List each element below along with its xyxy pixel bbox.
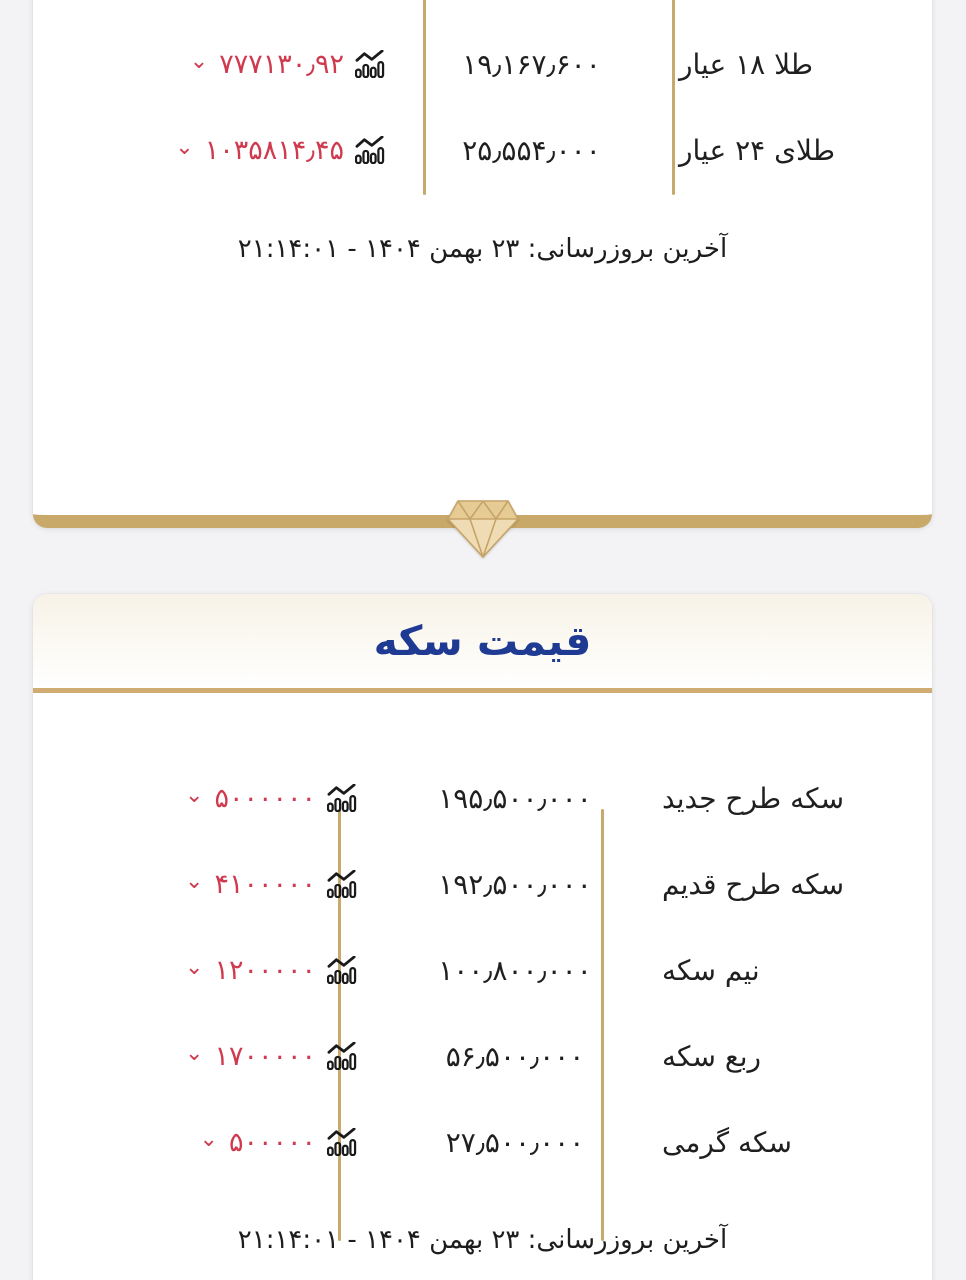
row-change[interactable]: ۱۲۰۰۰۰۰ ⌄ — [33, 955, 391, 986]
table-row[interactable]: مظنه تهران ۸۳٫۰۳۰٫۰۰۰ ۳۳۶۶۲۴۷٫۳۹ ⌄ — [33, 0, 932, 21]
coin-card-title: قیمت سکه — [373, 616, 592, 665]
chart-bars-icon — [327, 1128, 357, 1156]
row-change[interactable]: ۵۰۰۰۰۰۰ ⌄ — [33, 783, 391, 814]
column-separator-1 — [423, 0, 426, 195]
table-row[interactable]: سکه گرمی ۲۷٫۵۰۰٫۰۰۰ ۵۰۰۰۰۰ ⌄ — [33, 1099, 932, 1185]
change-value: ۵۰۰۰۰۰۰ — [214, 782, 316, 814]
row-change[interactable]: ۴۱۰۰۰۰۰ ⌄ — [33, 869, 391, 900]
row-label: ربع سکه — [662, 1039, 762, 1073]
change-value: ۵۰۰۰۰۰ — [228, 1126, 316, 1158]
coin-price-table: سکه طرح جدید ۱۹۵٫۵۰۰٫۰۰۰ ۵۰۰۰۰۰۰ ⌄ — [33, 755, 932, 1241]
chevron-down-icon: ⌄ — [185, 869, 204, 894]
row-change[interactable]: ۱۰۳۵۸۱۴٫۴۵ ⌄ — [33, 135, 407, 166]
row-price: ۱۹۵٫۵۰۰٫۰۰۰ — [438, 781, 592, 815]
row-change[interactable]: ۱۷۰۰۰۰۰ ⌄ — [33, 1041, 391, 1072]
gold-price-table: انس طلا ۴۹۶۴ $ ۹۶٫۵۵ ⌄ — [33, 0, 932, 195]
chevron-down-icon: ⌄ — [199, 1127, 218, 1152]
chevron-down-icon: ⌄ — [185, 783, 204, 808]
chart-bars-icon — [355, 136, 385, 164]
coin-last-update: آخرین بروزرسانی: ۲۳ بهمن ۱۴۰۴ - ۲۱:۱۴:۰۱ — [237, 1225, 728, 1255]
change-value: ۱۲۰۰۰۰۰ — [214, 954, 316, 986]
row-change[interactable]: ۵۰۰۰۰۰ ⌄ — [33, 1127, 391, 1158]
chevron-down-icon: ⌄ — [175, 135, 194, 160]
gold-price-rows: انس طلا ۴۹۶۴ $ ۹۶٫۵۵ ⌄ — [33, 0, 932, 195]
chart-bars-icon — [327, 1042, 357, 1070]
change-value: ۱۷۰۰۰۰۰ — [214, 1040, 316, 1072]
table-row[interactable]: طلا ۱۸ عیار ۱۹٫۱۶۷٫۶۰۰ ۷۷۷۱۳۰٫۹۲ ⌄ — [33, 21, 932, 107]
row-price: ۵۶٫۵۰۰٫۰۰۰ — [445, 1039, 585, 1073]
chevron-down-icon: ⌄ — [185, 955, 204, 980]
row-price: ۱۹٫۱۶۷٫۶۰۰ — [462, 47, 601, 81]
change-value: ۴۱۰۰۰۰۰ — [214, 868, 316, 900]
row-label: طلا ۱۸ عیار — [679, 47, 814, 81]
row-label: نیم سکه — [662, 953, 760, 987]
row-label: سکه طرح جدید — [662, 781, 845, 815]
column-separator-1 — [338, 809, 341, 1241]
gold-price-card: انس طلا ۴۹۶۴ $ ۹۶٫۵۵ ⌄ — [33, 0, 932, 528]
chart-bars-icon — [355, 50, 385, 78]
table-row[interactable]: سکه طرح جدید ۱۹۵٫۵۰۰٫۰۰۰ ۵۰۰۰۰۰۰ ⌄ — [33, 755, 932, 841]
chart-bars-icon — [327, 784, 357, 812]
column-separator-2 — [672, 0, 675, 195]
row-change[interactable]: ۷۷۷۱۳۰٫۹۲ ⌄ — [33, 49, 407, 80]
row-price: ۱۹۲٫۵۰۰٫۰۰۰ — [438, 867, 592, 901]
coin-card-header: قیمت سکه — [33, 594, 932, 693]
row-label: سکه طرح قدیم — [662, 867, 845, 901]
row-price: ۲۷٫۵۰۰٫۰۰۰ — [445, 1125, 585, 1159]
chevron-down-icon: ⌄ — [189, 49, 209, 74]
change-value: ۷۷۷۱۳۰٫۹۲ — [219, 48, 344, 80]
chart-bars-icon — [327, 956, 357, 984]
row-price: ۲۵٫۵۵۴٫۰۰۰ — [462, 133, 601, 167]
table-row[interactable]: نیم سکه ۱۰۰٫۸۰۰٫۰۰۰ ۱۲۰۰۰۰۰ ⌄ — [33, 927, 932, 1013]
row-label: سکه گرمی — [662, 1125, 792, 1159]
coin-price-card: قیمت سکه سکه طرح جدید ۱۹۵٫۵۰۰٫۰۰۰ — [33, 594, 932, 1280]
gold-last-update: آخرین بروزرسانی: ۲۳ بهمن ۱۴۰۴ - ۲۱:۱۴:۰۱ — [237, 234, 728, 264]
row-label: طلای ۲۴ عیار — [679, 133, 835, 167]
change-value: ۱۰۳۵۸۱۴٫۴۵ — [204, 134, 344, 166]
row-price: ۱۰۰٫۸۰۰٫۰۰۰ — [438, 953, 592, 987]
coin-price-rows: سکه طرح جدید ۱۹۵٫۵۰۰٫۰۰۰ ۵۰۰۰۰۰۰ ⌄ — [33, 755, 932, 1241]
chart-bars-icon — [327, 870, 357, 898]
table-row[interactable]: سکه طرح قدیم ۱۹۲٫۵۰۰٫۰۰۰ ۴۱۰۰۰۰۰ ⌄ — [33, 841, 932, 927]
chevron-down-icon: ⌄ — [185, 1041, 204, 1066]
table-row[interactable]: طلای ۲۴ عیار ۲۵٫۵۵۴٫۰۰۰ ۱۰۳۵۸۱۴٫۴۵ ⌄ — [33, 107, 932, 193]
column-separator-2 — [601, 809, 604, 1241]
table-row[interactable]: ربع سکه ۵۶٫۵۰۰٫۰۰۰ ۱۷۰۰۰۰۰ ⌄ — [33, 1013, 932, 1099]
